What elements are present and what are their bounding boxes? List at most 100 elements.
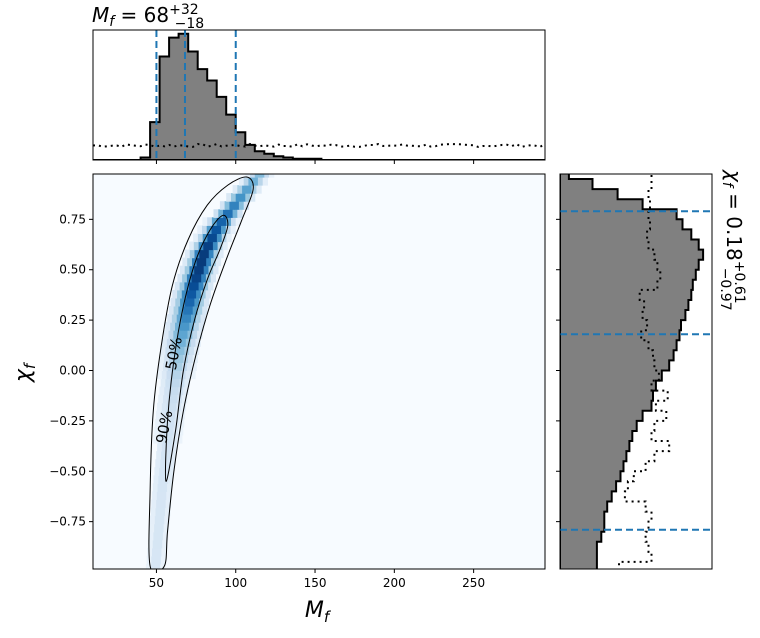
heat-cell bbox=[250, 193, 256, 202]
heat-cell bbox=[159, 418, 166, 428]
y-tick-label: 0.50 bbox=[59, 263, 86, 277]
heat-cell bbox=[178, 426, 184, 436]
heat-cell bbox=[184, 378, 190, 388]
heat-cell bbox=[181, 314, 187, 323]
heat-cell bbox=[157, 539, 163, 549]
heat-cell bbox=[155, 418, 161, 428]
heat-cell bbox=[254, 174, 261, 178]
heat-cell bbox=[210, 273, 216, 283]
heat-cell bbox=[161, 443, 168, 452]
mass-histogram-bars bbox=[131, 32, 331, 160]
heat-cell bbox=[174, 346, 181, 355]
x-tick-label: 250 bbox=[462, 576, 485, 590]
heat-cell bbox=[168, 467, 174, 476]
heat-cell bbox=[201, 257, 207, 267]
heat-cell bbox=[205, 289, 211, 299]
density-heatmap bbox=[145, 174, 275, 569]
heat-cell bbox=[160, 499, 167, 509]
heat-cell bbox=[178, 386, 184, 396]
heat-cell bbox=[172, 435, 178, 444]
heat-cell bbox=[194, 322, 200, 331]
heat-cell bbox=[203, 297, 210, 307]
heat-cell bbox=[155, 459, 161, 468]
heat-cell bbox=[216, 225, 222, 234]
heat-cell bbox=[154, 515, 161, 525]
heat-cell bbox=[171, 314, 178, 323]
heat-cell bbox=[166, 370, 172, 380]
heat-cell bbox=[222, 241, 228, 251]
heat-cell bbox=[250, 174, 256, 178]
heat-cell bbox=[196, 257, 202, 267]
heat-cell bbox=[160, 410, 166, 420]
heat-cell bbox=[202, 225, 208, 234]
y-tick-label: 0.25 bbox=[59, 313, 86, 327]
heat-cell bbox=[160, 564, 166, 569]
heat-cell bbox=[176, 314, 182, 323]
heat-cell bbox=[161, 491, 167, 500]
heat-cell bbox=[213, 249, 219, 259]
heat-cell bbox=[227, 209, 234, 218]
heat-cell bbox=[177, 362, 183, 371]
heat-cell bbox=[218, 249, 224, 259]
heat-cell bbox=[211, 257, 217, 267]
heat-cell bbox=[185, 338, 192, 347]
heat-cell bbox=[173, 354, 179, 363]
heat-cell bbox=[203, 281, 209, 291]
heat-cell bbox=[213, 265, 219, 275]
heat-cell bbox=[205, 273, 212, 283]
heat-cell bbox=[165, 507, 171, 517]
heat-cell bbox=[207, 217, 213, 226]
heat-cell bbox=[212, 233, 218, 243]
heat-cell bbox=[185, 370, 191, 380]
heat-cell bbox=[148, 531, 154, 541]
heat-cell bbox=[147, 547, 153, 557]
heat-cell bbox=[165, 346, 171, 355]
spin-histogram-bars bbox=[560, 174, 705, 569]
heat-cell bbox=[161, 451, 167, 460]
mass-summary-title: Mf = 68+32 −18 bbox=[92, 2, 204, 32]
contour-50-line bbox=[164, 214, 229, 482]
heat-cell bbox=[150, 507, 156, 517]
heat-cell bbox=[168, 426, 174, 436]
heat-cell bbox=[199, 249, 205, 259]
x-tick-label: 100 bbox=[224, 576, 247, 590]
heat-cell bbox=[203, 265, 209, 275]
mass-marginal-panel: Mf = 68+32 −18 bbox=[92, 2, 546, 164]
heat-cell bbox=[197, 306, 203, 315]
heat-cell bbox=[232, 185, 238, 194]
heat-cell bbox=[156, 555, 162, 565]
heat-cell bbox=[154, 467, 160, 476]
heat-cell bbox=[162, 338, 168, 347]
heat-cell bbox=[156, 499, 162, 509]
heat-cell bbox=[246, 185, 253, 194]
heat-cell bbox=[173, 386, 179, 396]
heat-cell bbox=[152, 491, 158, 500]
heat-cell bbox=[170, 346, 176, 355]
heat-cell bbox=[165, 378, 171, 388]
heat-cell bbox=[234, 201, 240, 210]
heat-cell bbox=[171, 402, 177, 412]
heat-cell bbox=[169, 418, 175, 428]
heat-cell bbox=[180, 402, 187, 412]
heat-cell bbox=[194, 249, 200, 259]
heat-cell bbox=[248, 177, 254, 186]
heat-cell bbox=[226, 233, 232, 243]
heat-cell bbox=[245, 193, 251, 202]
heat-cell bbox=[156, 547, 163, 557]
heat-cell bbox=[180, 370, 187, 380]
heat-cell bbox=[235, 193, 241, 202]
heat-cell bbox=[242, 185, 248, 194]
mass-histogram bbox=[93, 30, 545, 160]
heat-cell bbox=[160, 378, 166, 388]
heat-cell bbox=[202, 217, 208, 226]
heat-cell bbox=[158, 523, 165, 533]
heat-cell bbox=[184, 322, 190, 331]
heat-cell bbox=[213, 209, 219, 218]
heat-cell bbox=[163, 467, 170, 476]
heat-cell bbox=[208, 241, 214, 251]
heat-cell bbox=[231, 217, 237, 226]
heat-cell bbox=[176, 370, 182, 380]
heat-cell bbox=[164, 386, 170, 396]
title-upper-error: +32 bbox=[169, 2, 199, 18]
heat-cell bbox=[174, 378, 181, 388]
